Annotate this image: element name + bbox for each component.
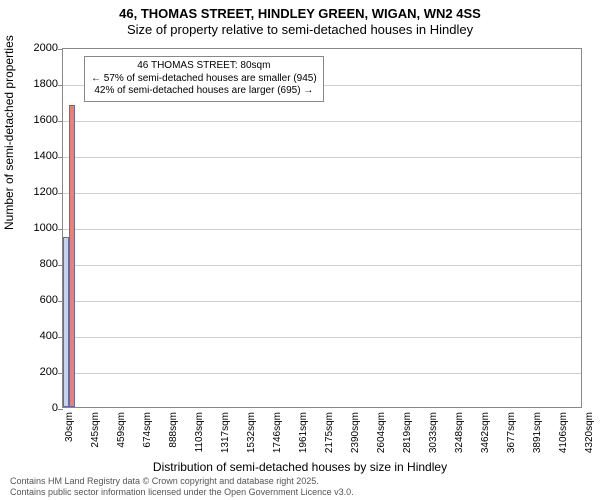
x-tick-label: 1103sqm [194, 412, 205, 462]
x-tick-label: 3677sqm [506, 412, 517, 462]
chart-legend: 46 THOMAS STREET: 80sqm ← 57% of semi-de… [84, 56, 324, 102]
x-tick-label: 2604sqm [376, 412, 387, 462]
gridline [63, 157, 581, 158]
gridline [63, 337, 581, 338]
footer-line1: Contains HM Land Registry data © Crown c… [10, 476, 354, 487]
x-tick-label: 2390sqm [350, 412, 361, 462]
x-tick-label: 30sqm [64, 412, 75, 462]
x-tick-label: 4320sqm [584, 412, 595, 462]
x-tick-label: 2175sqm [324, 412, 335, 462]
x-tick-label: 1961sqm [298, 412, 309, 462]
x-tick-label: 2819sqm [402, 412, 413, 462]
y-tick-label: 200 [18, 366, 58, 378]
legend-line3: 42% of semi-detached houses are larger (… [91, 85, 317, 98]
y-tick-label: 1200 [18, 186, 58, 198]
x-axis-label: Distribution of semi-detached houses by … [0, 460, 600, 474]
legend-line1: 46 THOMAS STREET: 80sqm [91, 60, 317, 73]
y-tick-label: 1000 [18, 222, 58, 234]
gridline [63, 229, 581, 230]
histogram-bar [69, 105, 75, 407]
title-line2: Size of property relative to semi-detach… [0, 22, 600, 38]
y-tick-label: 1600 [18, 114, 58, 126]
title-line1: 46, THOMAS STREET, HINDLEY GREEN, WIGAN,… [0, 6, 600, 22]
x-tick-label: 3033sqm [428, 412, 439, 462]
x-tick-label: 1532sqm [246, 412, 257, 462]
x-tick-label: 459sqm [116, 412, 127, 462]
x-tick-label: 1746sqm [272, 412, 283, 462]
y-tick-label: 1800 [18, 78, 58, 90]
x-tick-label: 3891sqm [532, 412, 543, 462]
x-tick-label: 4106sqm [558, 412, 569, 462]
y-tick-label: 800 [18, 258, 58, 270]
gridline [63, 193, 581, 194]
x-tick-label: 1317sqm [220, 412, 231, 462]
gridline [63, 121, 581, 122]
y-tick-label: 600 [18, 294, 58, 306]
y-tick-label: 400 [18, 330, 58, 342]
chart-plot-area [62, 48, 582, 408]
y-tick-label: 1400 [18, 150, 58, 162]
x-tick-label: 3248sqm [454, 412, 465, 462]
gridline [63, 373, 581, 374]
x-tick-label: 674sqm [142, 412, 153, 462]
y-axis-label: Number of semi-detached properties [2, 35, 16, 230]
y-tick-label: 0 [18, 402, 58, 414]
chart-footer: Contains HM Land Registry data © Crown c… [10, 476, 354, 498]
y-tick-label: 2000 [18, 42, 58, 54]
gridline [63, 301, 581, 302]
chart-title: 46, THOMAS STREET, HINDLEY GREEN, WIGAN,… [0, 0, 600, 37]
x-tick-label: 888sqm [168, 412, 179, 462]
legend-line2: ← 57% of semi-detached houses are smalle… [91, 73, 317, 86]
x-tick-label: 3462sqm [480, 412, 491, 462]
gridline [63, 265, 581, 266]
footer-line2: Contains public sector information licen… [10, 487, 354, 498]
x-tick-label: 245sqm [90, 412, 101, 462]
